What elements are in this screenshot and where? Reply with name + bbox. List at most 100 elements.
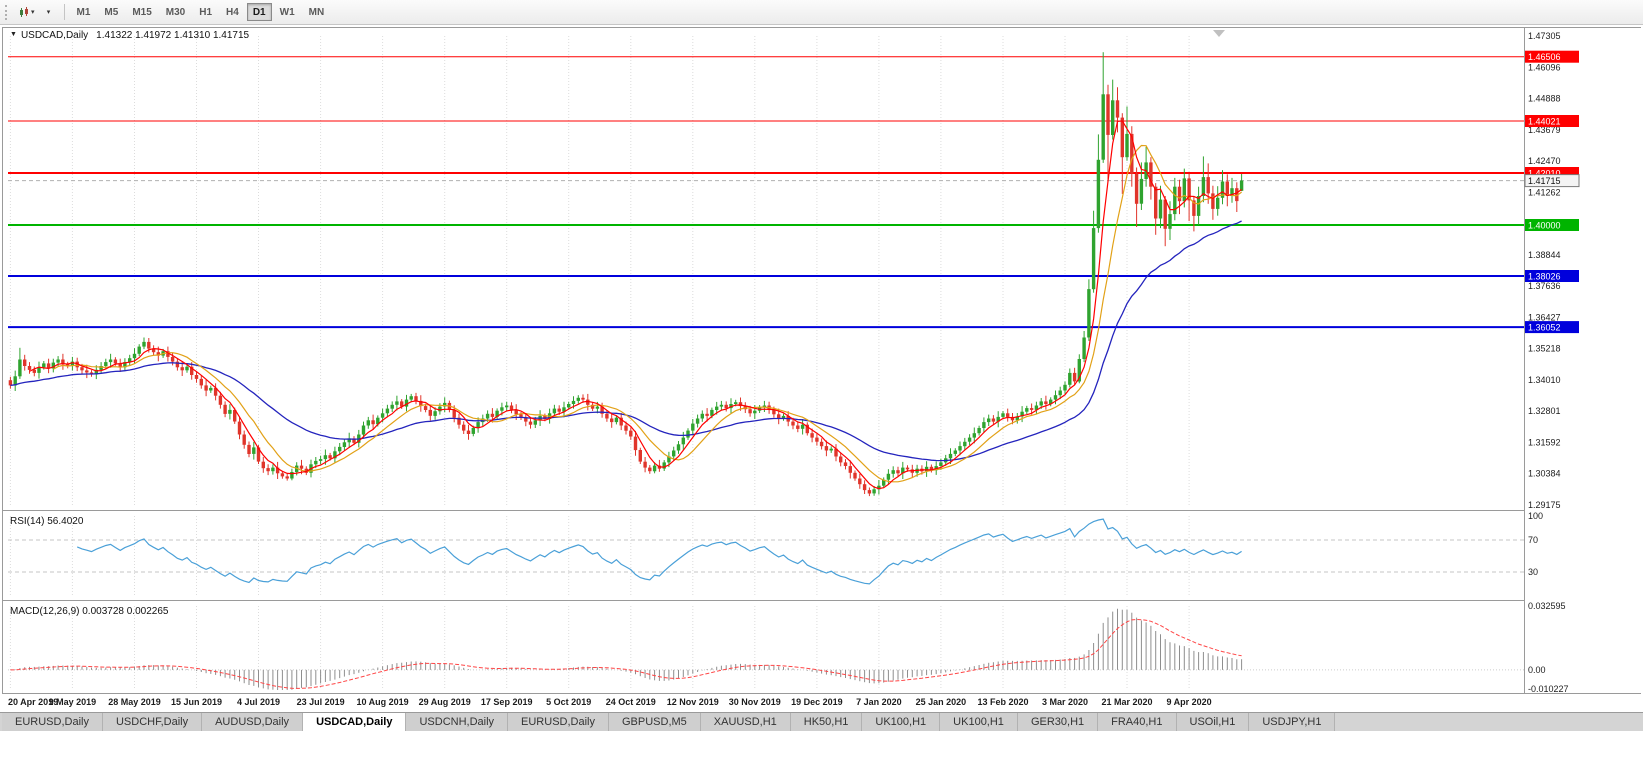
chart-tab[interactable]: AUDUSD,Daily xyxy=(202,713,304,731)
timeframe-button-h4[interactable]: H4 xyxy=(220,3,245,21)
svg-text:21 Mar 2020: 21 Mar 2020 xyxy=(1101,697,1152,707)
price-tags: 1.46506 1.44021 1.42010 1.40000 1.38026 1.360… xyxy=(1524,50,1580,334)
timeframe-button-d1[interactable]: D1 xyxy=(246,3,272,21)
svg-text:1.42470: 1.42470 xyxy=(1528,156,1561,166)
chart-tab[interactable]: UK100,H1 xyxy=(862,713,941,731)
chart-shift-marker[interactable] xyxy=(1213,30,1225,37)
svg-text:23 Jul 2019: 23 Jul 2019 xyxy=(297,697,345,707)
timeframe-button-h1[interactable]: H1 xyxy=(193,3,218,21)
macd-histogram xyxy=(14,608,1243,690)
svg-text:1.38844: 1.38844 xyxy=(1528,250,1561,260)
timeframes-dropdown-button[interactable]: ▾ xyxy=(39,3,59,22)
svg-text:20 Apr 2019: 20 Apr 2019 xyxy=(8,697,58,707)
chart-tab[interactable]: EURUSD,Daily xyxy=(2,713,103,731)
toolbar-grip-handle[interactable] xyxy=(5,4,10,20)
timeframe-buttons-group: M1 M5 M15 M30 H1 H4 D1 W1 MN xyxy=(70,3,332,21)
timeframe-button-w1[interactable]: W1 xyxy=(274,3,301,21)
svg-text:12 Nov 2019: 12 Nov 2019 xyxy=(667,697,719,707)
chart-tab[interactable]: UK100,H1 xyxy=(940,713,1018,731)
svg-text:17 Sep 2019: 17 Sep 2019 xyxy=(481,697,533,707)
svg-text:30: 30 xyxy=(1528,567,1538,577)
svg-text:19 Dec 2019: 19 Dec 2019 xyxy=(791,697,843,707)
time-axis[interactable] xyxy=(2,694,1641,710)
timeframe-button-mn[interactable]: MN xyxy=(303,3,331,21)
chart-context-arrow-icon[interactable]: ▼ xyxy=(10,31,17,38)
chart-ohlc-values: 1.41322 1.41972 1.41310 1.41715 xyxy=(96,30,250,41)
hline-price-tag xyxy=(1525,321,1579,334)
toolbar-timeframes: ▾ ▾ M1 M5 M15 M30 H1 H4 D1 W1 MN xyxy=(0,0,1643,25)
svg-text:24 Oct 2019: 24 Oct 2019 xyxy=(606,697,656,707)
svg-text:100: 100 xyxy=(1528,511,1543,521)
timeframe-button-m15[interactable]: M15 xyxy=(126,3,157,21)
svg-text:1.32801: 1.32801 xyxy=(1528,406,1561,416)
svg-text:70: 70 xyxy=(1528,535,1538,545)
svg-text:1.31592: 1.31592 xyxy=(1528,438,1561,448)
rsi-line xyxy=(76,518,1242,585)
chart-tab[interactable]: GER30,H1 xyxy=(1017,713,1099,731)
svg-text:3 Mar 2020: 3 Mar 2020 xyxy=(1042,697,1088,707)
svg-text:0.032595: 0.032595 xyxy=(1528,601,1566,611)
chart-type-dropdown-button[interactable]: ▾ xyxy=(15,3,39,22)
hline-price-tag xyxy=(1525,270,1579,282)
svg-text:1.35218: 1.35218 xyxy=(1528,344,1561,354)
chart-tab[interactable]: XAUUSD,H1 xyxy=(700,713,791,731)
svg-text:9 Apr 2020: 9 Apr 2020 xyxy=(1166,697,1211,707)
svg-text:1.42010: 1.42010 xyxy=(1528,169,1561,179)
timeframe-button-m30[interactable]: M30 xyxy=(160,3,191,21)
svg-text:13 Feb 2020: 13 Feb 2020 xyxy=(977,697,1028,707)
chart-tab[interactable]: FRA40,H1 xyxy=(1098,713,1177,731)
svg-text:30 Nov 2019: 30 Nov 2019 xyxy=(729,697,781,707)
svg-text:1.46096: 1.46096 xyxy=(1528,62,1561,72)
chart-tab[interactable]: HK50,H1 xyxy=(790,713,863,731)
svg-text:9 May 2019: 9 May 2019 xyxy=(49,697,97,707)
candlestick-chart-icon xyxy=(20,6,28,17)
current-price-tag xyxy=(1524,174,1580,188)
toolbar-separator xyxy=(63,4,65,20)
price-axis[interactable] xyxy=(1525,28,1641,693)
timeframe-button-m5[interactable]: M5 xyxy=(98,3,124,21)
svg-text:7 Jan 2020: 7 Jan 2020 xyxy=(856,697,902,707)
svg-text:0.00: 0.00 xyxy=(1528,665,1546,675)
chart-tab[interactable]: EURUSD,Daily xyxy=(508,713,609,731)
svg-text:25 Jan 2020: 25 Jan 2020 xyxy=(916,697,967,707)
svg-text:1.46506: 1.46506 xyxy=(1528,52,1561,62)
svg-text:1.41262: 1.41262 xyxy=(1528,187,1561,197)
hline-price-tag xyxy=(1525,219,1579,231)
price-axis-labels: 1.47305 1.46096 1.44888 1.43679 1.42470 1.412… xyxy=(1528,31,1561,510)
svg-text:15 Jun 2019: 15 Jun 2019 xyxy=(171,697,222,707)
rsi-label-text: RSI(14) 56.4020 xyxy=(10,516,84,527)
chart-tab[interactable]: USDCNH,Daily xyxy=(406,713,509,731)
svg-text:-0.010227: -0.010227 xyxy=(1528,684,1569,694)
chart-symbol-period: USDCAD,Daily xyxy=(20,30,89,41)
chart-tab[interactable]: USOil,H1 xyxy=(1176,713,1250,731)
chevron-down-icon: ▾ xyxy=(46,8,51,16)
svg-text:1.43679: 1.43679 xyxy=(1528,125,1561,135)
svg-text:1.44021: 1.44021 xyxy=(1528,117,1561,127)
svg-text:5 Oct 2019: 5 Oct 2019 xyxy=(546,697,591,707)
svg-text:1.36427: 1.36427 xyxy=(1528,312,1561,322)
chart-tab[interactable]: USDJPY,H1 xyxy=(1249,713,1336,731)
hline-price-tag xyxy=(1525,50,1579,63)
grid-lines xyxy=(9,36,1190,690)
svg-text:1.41715: 1.41715 xyxy=(1528,176,1561,186)
svg-text:1.29175: 1.29175 xyxy=(1528,500,1561,510)
timeframe-button-m1[interactable]: M1 xyxy=(71,3,97,21)
svg-text:1.44888: 1.44888 xyxy=(1528,94,1561,104)
svg-text:1.38026: 1.38026 xyxy=(1528,272,1561,282)
svg-text:1.37636: 1.37636 xyxy=(1528,281,1561,291)
macd-label-text: MACD(12,26,9) 0.003728 0.002265 xyxy=(10,606,169,617)
ma-mid-line xyxy=(53,144,1242,483)
chevron-down-icon: ▾ xyxy=(31,8,35,16)
chart-tab[interactable]: USDCHF,Daily xyxy=(102,713,203,731)
ma-fast-line xyxy=(29,120,1242,490)
rsi-axis-labels: 100 70 30 xyxy=(1528,511,1543,577)
svg-text:1.30384: 1.30384 xyxy=(1528,469,1561,479)
svg-text:1.47305: 1.47305 xyxy=(1528,31,1561,41)
svg-text:10 Aug 2019: 10 Aug 2019 xyxy=(356,697,408,707)
chart-tab[interactable]: USDCAD,Daily xyxy=(303,713,407,731)
chart-title: ▼ USDCAD,Daily 1.41322 1.41972 1.41310 1… xyxy=(10,30,249,41)
chart-tab[interactable]: GBPUSD,M5 xyxy=(609,713,701,731)
macd-signal-line xyxy=(10,618,1242,689)
